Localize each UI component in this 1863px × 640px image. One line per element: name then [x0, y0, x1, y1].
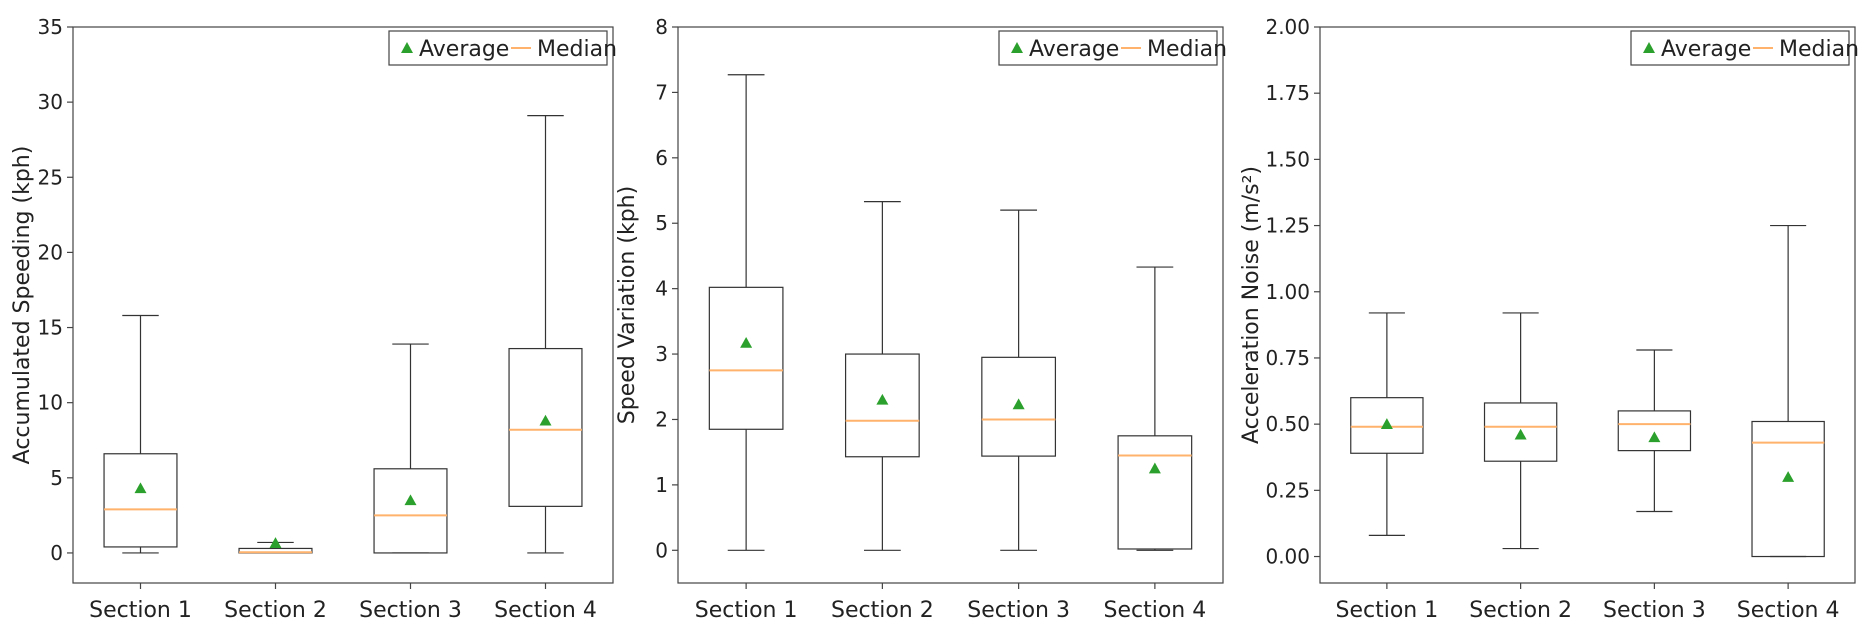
y-tick-label: 5 [655, 211, 668, 235]
y-tick-label: 4 [655, 277, 668, 301]
chart-panel-speeding: 0 5 10 15 20 25 30 35 Accumulated Speeding (kph)… [10, 15, 617, 623]
x-tick-label: Section 2 [224, 598, 327, 623]
x-tick-label: Section 2 [831, 598, 934, 623]
y-tick-label: 3 [655, 342, 668, 366]
x-tick-label: Section 4 [494, 598, 597, 623]
y-tick-label: 10 [38, 391, 63, 415]
y-tick-label: 7 [655, 80, 668, 104]
y-tick-label: 8 [655, 15, 668, 39]
box [1350, 397, 1424, 454]
y-tick-label: 0.50 [1265, 412, 1310, 436]
legend-average-marker [1011, 42, 1023, 53]
mean-marker [404, 494, 417, 506]
y-tick-label: 15 [38, 316, 63, 340]
y-tick-label: 30 [38, 90, 63, 114]
mean-marker [1148, 462, 1161, 474]
y-tick-label: 0.25 [1265, 478, 1310, 502]
mean-marker [740, 336, 753, 348]
chart-panel-speed-variation: 0 1 2 3 4 5 6 7 8 Speed Variation (kph) Section 1 S… [615, 15, 1227, 623]
legend-box [388, 30, 608, 66]
y-tick-label: 20 [38, 240, 63, 264]
x-tick-label: Section 4 [1104, 598, 1207, 623]
y-tick-label: 0.75 [1265, 346, 1310, 370]
box [508, 347, 583, 507]
legend-average-marker [401, 42, 413, 53]
box [844, 353, 920, 458]
y-tick-label: 1.25 [1265, 214, 1310, 238]
legend-box [998, 30, 1218, 66]
legend-average-label: Average [1029, 37, 1119, 62]
box [103, 453, 178, 548]
mean-marker [539, 414, 552, 426]
y-tick-label: 2.00 [1265, 15, 1310, 39]
x-tick-label: Section 3 [359, 598, 462, 623]
y-tick-label: 0 [50, 541, 63, 565]
y-tick-label: 1 [655, 473, 668, 497]
box [981, 356, 1057, 457]
legend-average-label: Average [1661, 37, 1751, 62]
y-tick-label: 1.75 [1265, 81, 1310, 105]
y-tick-label: 35 [38, 15, 63, 39]
mean-marker [1012, 398, 1025, 410]
legend-median-label: Median [1779, 37, 1859, 62]
box [1483, 402, 1558, 462]
mean-marker [1514, 428, 1527, 440]
legend-average-label: Average [419, 37, 509, 62]
y-tick-label: 25 [38, 165, 63, 189]
mean-marker [269, 537, 282, 548]
x-tick-label: Section 1 [695, 598, 798, 623]
y-axis-label: Speed Variation (kph) [615, 186, 640, 424]
x-tick-label: Section 4 [1737, 598, 1840, 623]
y-tick-label: 5 [50, 466, 63, 490]
y-tick-label: 1.50 [1265, 147, 1310, 171]
y-tick-label: 0 [655, 538, 668, 562]
box [708, 286, 784, 430]
x-tick-label: Section 2 [1469, 598, 1572, 623]
box [1751, 420, 1825, 558]
x-tick-label: Section 1 [1336, 598, 1439, 623]
y-axis-label: Accumulated Speeding (kph) [10, 146, 35, 465]
y-tick-label: 6 [655, 146, 668, 170]
legend-box [1630, 30, 1850, 66]
plot-frame [677, 26, 1224, 584]
mean-marker [1380, 418, 1393, 429]
y-tick-label: 2 [655, 407, 668, 431]
box [1117, 435, 1193, 550]
x-tick-label: Section 3 [967, 598, 1070, 623]
box [373, 468, 448, 554]
chart-panel-acceleration-noise: 0.00 0.25 0.50 0.75 1.00 1.25 1.50 1.75 2.00 Acce… [1239, 15, 1859, 623]
y-tick-label: 0.00 [1265, 545, 1310, 569]
mean-marker [876, 393, 889, 405]
box [1617, 410, 1692, 452]
plot-frame [1319, 26, 1856, 584]
plot-frame [72, 26, 614, 584]
y-axis-label: Acceleration Noise (m/s²) [1239, 166, 1264, 444]
x-tick-label: Section 3 [1603, 598, 1706, 623]
legend-median-label: Median [1147, 37, 1227, 62]
legend-median-label: Median [537, 37, 617, 62]
y-tick-label: 1.00 [1265, 280, 1310, 304]
mean-marker [1782, 471, 1795, 482]
mean-marker [1648, 431, 1661, 443]
x-tick-label: Section 1 [89, 598, 192, 623]
legend-average-marker [1643, 42, 1655, 53]
mean-marker [134, 482, 147, 494]
